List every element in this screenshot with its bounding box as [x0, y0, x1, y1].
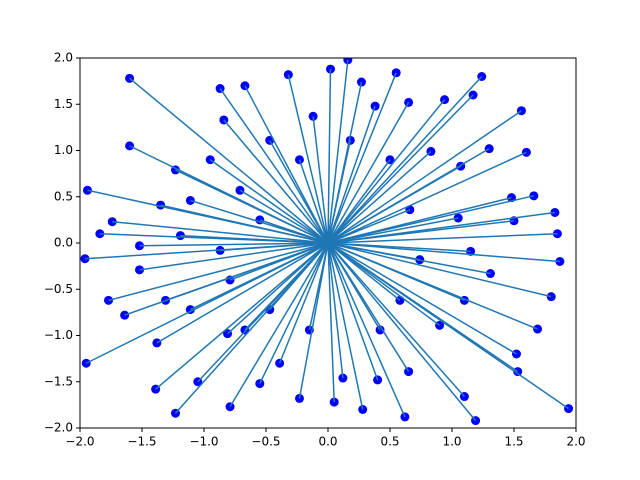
y-tick-label: 1.5: [54, 97, 73, 111]
ray: [160, 204, 329, 244]
ray: [327, 217, 459, 244]
x-tick-label: −1.5: [127, 435, 156, 449]
y-tick-label: −1.5: [44, 374, 73, 388]
ray: [139, 242, 329, 247]
ray: [327, 242, 465, 302]
ray: [229, 242, 329, 408]
y-tick-label: −2.0: [44, 421, 73, 435]
y-tick-label: 1.0: [54, 143, 73, 157]
ray: [327, 242, 441, 326]
ray: [155, 242, 329, 390]
ray: [239, 189, 329, 244]
ray: [327, 151, 527, 244]
ray: [327, 75, 483, 244]
ray: [139, 242, 329, 271]
ray: [327, 105, 376, 244]
ray: [327, 233, 558, 244]
ray: [229, 242, 329, 281]
ray: [327, 242, 335, 403]
plot-area: [80, 58, 574, 426]
ray: [327, 242, 517, 355]
x-tick-label: −1.0: [189, 435, 218, 449]
ray: [209, 159, 329, 244]
ray: [327, 242, 560, 263]
x-tick-label: −0.5: [251, 435, 280, 449]
x-tick-label: 2.0: [566, 435, 585, 449]
ray: [327, 209, 411, 244]
ray: [327, 110, 522, 244]
ray: [327, 220, 515, 244]
x-tick-label: 0.5: [380, 435, 399, 449]
ray: [327, 99, 446, 244]
ray: [327, 242, 569, 410]
ray: [269, 242, 329, 311]
ray: [175, 169, 329, 244]
ray: [327, 242, 381, 331]
ray: [327, 242, 406, 418]
ray: [219, 88, 329, 244]
ray: [327, 140, 352, 244]
ray: [327, 94, 474, 244]
y-tick-label: 2.0: [54, 51, 73, 65]
ray: [269, 139, 329, 244]
ray: [327, 242, 471, 253]
ray: [190, 242, 329, 311]
ray: [220, 242, 329, 252]
ray: [298, 159, 329, 244]
x-tick-label: 1.5: [504, 435, 523, 449]
ray: [259, 242, 329, 384]
ray: [327, 102, 410, 244]
ray: [327, 242, 552, 298]
x-tick-label: −2.0: [65, 435, 94, 449]
ray: [112, 220, 329, 244]
ray: [327, 159, 391, 244]
ray: [156, 242, 329, 344]
ray: [327, 195, 535, 244]
y-tick-label: 0.0: [54, 236, 73, 250]
ray: [278, 242, 329, 364]
ray: [308, 242, 329, 331]
ray: [108, 242, 329, 302]
ray: [244, 242, 329, 331]
ray: [327, 59, 349, 244]
ray: [287, 74, 329, 244]
ray: [227, 242, 329, 335]
ray: [223, 119, 329, 244]
ray: [327, 69, 332, 244]
ray: [327, 72, 397, 244]
ray: [327, 242, 379, 381]
ray: [327, 242, 420, 261]
ray: [312, 116, 329, 244]
ray: [327, 150, 432, 244]
ray: [129, 77, 329, 244]
ray: [259, 219, 329, 244]
ray: [327, 242, 465, 398]
y-tick-label: −0.5: [44, 282, 73, 296]
ray: [327, 242, 364, 410]
ray: [298, 242, 329, 399]
y-tick-label: 0.5: [54, 189, 73, 203]
ray: [327, 242, 401, 301]
x-tick-label: 1.0: [442, 435, 461, 449]
ray: [327, 165, 462, 244]
x-tick-label: 0.0: [318, 435, 337, 449]
ray: [244, 85, 329, 244]
ray: [327, 242, 344, 379]
y-tick-label: −1.0: [44, 328, 73, 342]
ray: [180, 234, 329, 244]
ray: [327, 242, 477, 422]
